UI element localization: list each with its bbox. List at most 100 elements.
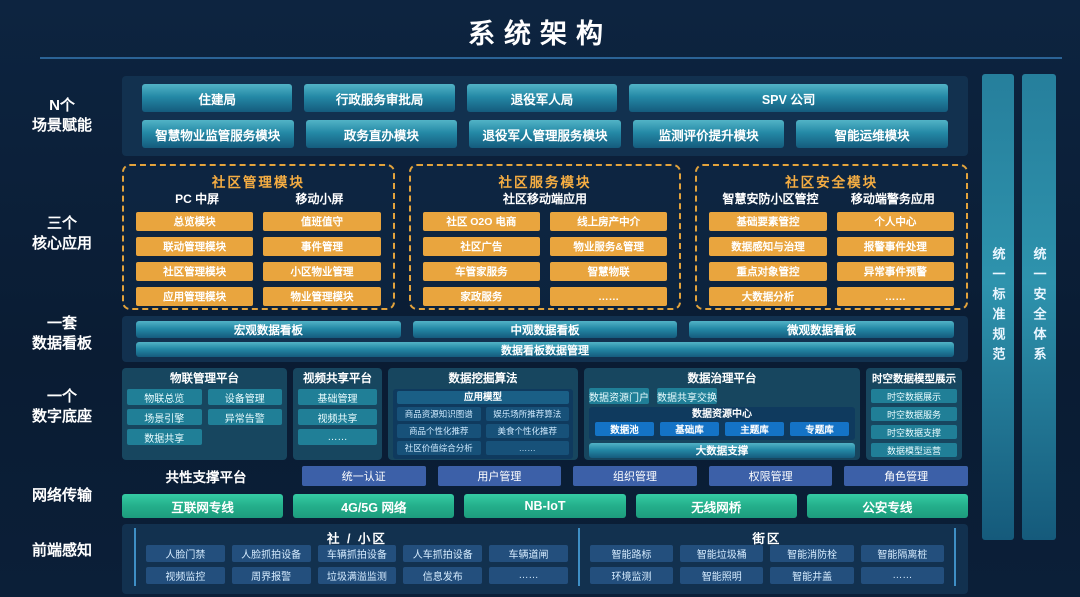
column-header: PC 中屏 [175, 192, 220, 206]
data-mining-platform: 数据挖掘算法 应用模型 商品资源知识图谱 娱乐场所推荐算法 商品个性化推荐 美食个性化… [388, 368, 578, 460]
core-app-item: …… [550, 287, 668, 306]
core-app-item: 报警事件处理 [836, 237, 955, 256]
core-apps-row: 社区管理模块 PC 中屏 移动小屏 总览模块 值班值守 联动管理模块 事件管理 社区管理模… [122, 164, 969, 310]
common-platform-item: 组织管理 [573, 466, 697, 486]
core-app-item: 总览模块 [136, 212, 254, 231]
network-box: 互联网专线 [122, 494, 284, 518]
title-separator [40, 57, 1062, 59]
network-box: 无线网桥 [635, 494, 797, 518]
core-app-community-security: 社区安全模块 智慧安防小区管控 移动端警务应用 基础要素管控 个人中心 数据感知与治理… [695, 164, 969, 310]
data-governance-platform: 数据治理平台 数据资源门户 数据共享交换 数据资源中心 数据池 基础库 主题库 专题库 … [584, 368, 860, 460]
core-app-items: 社区 O2O 电商 线上房产中介 社区广告 物业服务&管理 车管家服务 智慧物联 家政服务 …… [422, 212, 668, 306]
video-platform-title: 视频共享平台 [303, 373, 372, 385]
iot-platform: 物联管理平台 物联总览 设备管理 场景引擎 异常告警 数据共享 [122, 368, 287, 460]
scenario-box: 智慧物业监管服务模块 [142, 120, 294, 148]
perception-street-items: 智能路标 智能垃圾桶 智能消防栓 智能隔离桩 环境监测 智能照明 智能井盖 …… [589, 545, 944, 584]
data-store: 基础库 [660, 422, 719, 436]
data-resource-center-label: 数据资源中心 [692, 409, 752, 420]
spatiotemporal-items: 时空数据展示 时空数据服务 时空数据支撑 数据模型运营 [871, 389, 957, 457]
application-model-panel: 应用模型 商品资源知识图谱 娱乐场所推荐算法 商品个性化推荐 美食个性化推荐 社区价值综… [393, 389, 573, 459]
big-data-support-bar: 大数据支撑 [589, 443, 855, 458]
sidebar-label-line: 数据看板 [31, 335, 92, 352]
iot-item: 场景引擎 [127, 409, 202, 425]
scenario-box: SPV 公司 [629, 84, 948, 112]
common-platform-item: 用户管理 [437, 466, 562, 486]
scenario-box: 行政服务审批局 [304, 84, 455, 112]
iot-platform-items: 物联总览 设备管理 场景引擎 异常告警 数据共享 [127, 389, 282, 445]
perception-device: 人车抓拍设备 [403, 545, 483, 562]
core-app-item: 应用管理模块 [136, 287, 254, 306]
mining-item: 社区价值综合分析 [397, 441, 481, 455]
data-governance-title: 数据治理平台 [687, 373, 757, 385]
column-header: 智慧安防小区管控 [722, 192, 819, 206]
scenario-box: 住建局 [142, 84, 293, 112]
perception-device: …… [860, 567, 944, 584]
column-header: 移动小屏 [295, 192, 344, 206]
core-app-community-management: 社区管理模块 PC 中屏 移动小屏 总览模块 值班值守 联动管理模块 事件管理 社区管理模… [122, 164, 395, 310]
perception-street-title: 街区 [752, 532, 782, 546]
core-app-item: 小区物业管理 [263, 262, 381, 281]
perception-panel: 社 / 小区 人脸门禁 人脸抓拍设备 车辆抓拍设备 人车抓拍设备 车辆道闸 视频监控 周界报… [122, 524, 968, 594]
core-app-item: 值班值守 [263, 212, 381, 231]
perception-device: 人脸门禁 [146, 545, 225, 562]
sidebar-label-line: 一套 [46, 315, 77, 332]
iot-item: 物联总览 [127, 389, 202, 405]
main-content: 住建局 行政服务审批局 退役军人局 SPV 公司 智慧物业监管服务模块 政务直办… [122, 76, 969, 594]
sidebar-label-line: 前端感知 [31, 542, 92, 559]
data-mining-title: 数据挖掘算法 [448, 373, 518, 385]
perception-street-group: 街区 智能路标 智能垃圾桶 智能消防栓 智能隔离桩 环境监测 智能照明 智能井盖 …… [577, 528, 956, 586]
perception-community-group: 社 / 小区 人脸门禁 人脸抓拍设备 车辆抓拍设备 人车抓拍设备 车辆道闸 视频监控 周界报… [134, 528, 578, 586]
perception-device: 车辆道闸 [489, 545, 568, 562]
core-app-items: 基础要素管控 个人中心 数据感知与治理 报警事件处理 重点对象管控 异常事件预警 大数据分析… [709, 212, 955, 306]
perception-device: 智能消防栓 [770, 545, 854, 562]
dashboard-manage-bar: 数据看板数据管理 [136, 342, 954, 357]
core-app-column-headers: 社区移动端应用 [423, 190, 668, 207]
vertical-bar-standards: 统一标准规范 [982, 74, 1014, 540]
iot-item: 设备管理 [207, 389, 282, 405]
core-app-item: 事件管理 [263, 237, 381, 256]
sidebar-label-line: 一个 [46, 388, 77, 405]
core-app-item: 线上房产中介 [550, 212, 668, 231]
mining-items: 商品资源知识图谱 娱乐场所推荐算法 商品个性化推荐 美食个性化推荐 社区价值综合分析 …… [397, 407, 569, 455]
core-app-item: 家政服务 [422, 287, 540, 306]
network-box: 公安专线 [806, 494, 969, 518]
iot-item: 异常告警 [207, 409, 282, 425]
core-app-item: 基础要素管控 [709, 212, 827, 231]
perception-device: 信息发布 [403, 567, 483, 584]
iot-platform-title: 物联管理平台 [170, 373, 239, 385]
core-app-item: …… [836, 287, 955, 306]
core-app-item: 异常事件预警 [836, 262, 955, 281]
mining-item: …… [485, 441, 569, 455]
data-store: 主题库 [725, 422, 784, 436]
core-app-item: 车管家服务 [422, 262, 540, 281]
core-app-item: 重点对象管控 [709, 262, 827, 281]
perception-community-items: 人脸门禁 人脸抓拍设备 车辆抓拍设备 人车抓拍设备 车辆道闸 视频监控 周界报警 垃圾满溢监测… [146, 545, 568, 584]
perception-device: 人脸抓拍设备 [231, 545, 311, 562]
sidebar-label-digital-base: 一个 数字底座 [6, 387, 118, 427]
core-app-item: 物业管理模块 [263, 287, 381, 306]
scenario-row-bottom: 智慧物业监管服务模块 政务直办模块 退役军人管理服务模块 监测评价提升模块 智能… [142, 120, 948, 148]
network-row: 互联网专线 4G/5G 网络 NB-IoT 无线网桥 公安专线 [122, 494, 969, 518]
core-app-title: 社区管理模块 [211, 175, 305, 190]
data-resource-center: 数据资源中心 数据池 基础库 主题库 专题库 [589, 407, 855, 440]
column-header: 移动端警务应用 [850, 192, 935, 206]
column-header: 社区移动端应用 [503, 192, 588, 206]
common-platform-items: 统一认证 用户管理 组织管理 权限管理 角色管理 [302, 466, 968, 486]
sidebar-label-perception: 前端感知 [6, 541, 118, 561]
sidebar-label-dashboard: 一套 数据看板 [6, 314, 118, 354]
data-store: 数据池 [595, 422, 654, 436]
core-app-title: 社区安全模块 [785, 175, 879, 190]
sidebar-label-line: N个 [49, 97, 75, 114]
perception-device: 车辆抓拍设备 [317, 545, 397, 562]
video-item: …… [298, 429, 377, 445]
core-app-item: 社区管理模块 [136, 262, 254, 281]
core-app-item: 物业服务&管理 [550, 237, 668, 256]
core-app-item: 大数据分析 [709, 287, 827, 306]
core-app-item: 智慧物联 [550, 262, 668, 281]
perception-device: …… [489, 567, 568, 584]
core-app-item: 社区 O2O 电商 [422, 212, 540, 231]
sidebar-label-line: 三个 [46, 215, 77, 232]
dashboard-panel: 宏观数据看板 中观数据看板 微观数据看板 数据看板数据管理 [122, 316, 968, 362]
spatiotemporal-item: 数据模型运营 [871, 443, 957, 457]
sidebar-label-line: 场景赋能 [31, 117, 92, 134]
